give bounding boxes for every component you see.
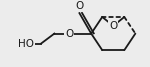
Text: O: O [109,21,117,31]
Text: O: O [65,29,73,39]
Text: HO: HO [18,39,34,49]
Text: O: O [75,1,84,11]
